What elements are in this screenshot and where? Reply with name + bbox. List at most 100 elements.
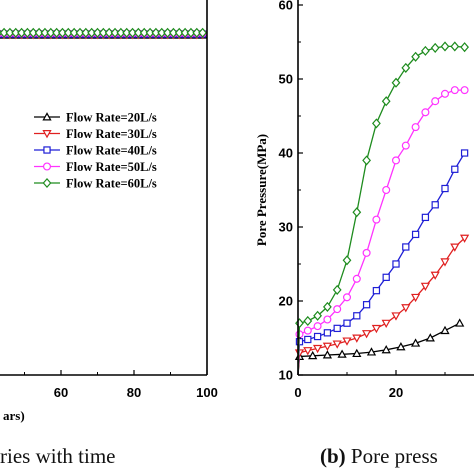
right-series-line bbox=[297, 89, 465, 376]
right-series-marker bbox=[323, 329, 332, 337]
right-series-marker bbox=[460, 86, 469, 95]
right-series-marker bbox=[342, 255, 352, 266]
right-series-marker bbox=[332, 340, 342, 349]
left-series-marker bbox=[87, 27, 97, 38]
legend-marker bbox=[42, 177, 52, 189]
right-series-marker bbox=[362, 248, 371, 257]
right-series-marker bbox=[304, 335, 312, 344]
right-series-marker bbox=[411, 230, 420, 239]
right-y-axis-label: Pore Pressure(MPa) bbox=[254, 134, 269, 246]
left-series-marker bbox=[81, 27, 91, 38]
right-series-marker bbox=[421, 45, 430, 56]
right-series-marker bbox=[381, 319, 391, 329]
right-series-marker bbox=[303, 326, 312, 335]
left-series-marker bbox=[122, 27, 132, 38]
right-series-marker bbox=[303, 315, 313, 327]
right-caption: (b) Pore press bbox=[320, 444, 438, 469]
left-series-marker bbox=[0, 27, 9, 38]
left-series-marker bbox=[69, 27, 79, 38]
left-series-marker bbox=[46, 27, 56, 38]
left-series-marker bbox=[192, 27, 202, 38]
left-series-marker bbox=[52, 27, 62, 38]
right-series-marker bbox=[303, 347, 313, 356]
left-series-marker bbox=[93, 27, 102, 38]
right-series-marker bbox=[343, 319, 351, 327]
right-series-marker bbox=[361, 330, 372, 339]
right-y-tick-label: 30 bbox=[279, 220, 293, 235]
right-series-marker bbox=[460, 149, 469, 157]
right-series-marker bbox=[333, 324, 341, 333]
left-panel: 60 80 100 ars) Flow Rate=20L/s Flow Rate=30L… bbox=[0, 0, 218, 423]
left-series-marker bbox=[34, 27, 44, 38]
left-caption: ries with time bbox=[0, 444, 116, 468]
right-series-marker bbox=[322, 342, 333, 351]
right-panel: 10 20 30 40 50 60 0 20 Pore Pressure(MPa) bbox=[254, 0, 474, 400]
right-series-marker bbox=[371, 324, 382, 334]
right-series-marker bbox=[431, 97, 440, 106]
right-series-marker bbox=[391, 312, 401, 321]
right-series-marker bbox=[460, 42, 469, 53]
right-y-tick-label: 20 bbox=[279, 294, 293, 309]
right-series-marker bbox=[441, 184, 449, 193]
right-series-marker bbox=[342, 293, 352, 302]
right-caption-text: Pore press bbox=[345, 444, 438, 468]
right-series-marker bbox=[392, 260, 400, 268]
right-series-marker bbox=[401, 141, 410, 150]
right-series-marker bbox=[313, 322, 322, 331]
right-series-marker bbox=[401, 304, 411, 313]
right-series-marker bbox=[440, 89, 450, 98]
right-series-marker bbox=[366, 347, 377, 356]
right-series-marker bbox=[352, 334, 362, 343]
right-series-marker bbox=[372, 215, 381, 224]
legend-marker bbox=[43, 146, 51, 154]
left-axes: 60 80 100 ars) bbox=[0, 0, 218, 423]
right-series-marker bbox=[450, 243, 460, 252]
left-series-marker bbox=[133, 27, 143, 38]
right-series-marker bbox=[440, 325, 450, 335]
left-x-tick-label: 80 bbox=[127, 385, 141, 400]
right-series-marker bbox=[323, 301, 332, 312]
right-y-tick-label: 40 bbox=[279, 146, 293, 161]
right-series-marker bbox=[440, 258, 450, 267]
right-series-marker bbox=[420, 282, 431, 292]
right-series-marker bbox=[382, 185, 391, 195]
left-series-marker bbox=[151, 27, 161, 38]
left-series-marker bbox=[180, 27, 190, 38]
right-series-marker bbox=[322, 350, 333, 359]
legend-marker bbox=[42, 112, 52, 121]
legend-marker bbox=[42, 130, 52, 139]
left-series-marker bbox=[174, 27, 184, 38]
right-series-marker bbox=[333, 305, 342, 314]
left-series-marker bbox=[104, 27, 114, 38]
legend-marker bbox=[42, 162, 52, 171]
right-y-tick-label: 50 bbox=[279, 72, 293, 87]
right-series-marker bbox=[391, 156, 401, 165]
right-series-marker bbox=[411, 51, 420, 62]
legend-label: Flow Rate=40L/s bbox=[66, 144, 157, 158]
right-series-marker bbox=[381, 96, 391, 107]
left-series-marker bbox=[98, 27, 108, 38]
right-series-marker bbox=[455, 318, 465, 327]
left-series-marker bbox=[58, 27, 67, 38]
right-series-marker bbox=[396, 342, 406, 351]
right-series-marker bbox=[401, 62, 411, 73]
left-series-marker bbox=[75, 27, 85, 38]
right-x-tick-label: 20 bbox=[389, 385, 403, 400]
right-series-marker bbox=[372, 286, 381, 295]
right-series-group bbox=[294, 41, 470, 376]
right-series-marker bbox=[425, 333, 435, 342]
left-legend: Flow Rate=20L/s Flow Rate=30L/s Flow Rate=… bbox=[34, 111, 157, 191]
left-series-marker bbox=[11, 27, 21, 38]
left-series-marker bbox=[128, 27, 137, 38]
right-series-marker bbox=[352, 348, 362, 358]
left-series-marker bbox=[17, 27, 26, 38]
right-caption-label: (b) bbox=[320, 444, 346, 468]
legend-label: Flow Rate=30L/s bbox=[66, 127, 157, 141]
right-series-marker bbox=[431, 201, 439, 209]
left-series-marker bbox=[145, 27, 155, 38]
right-series-marker bbox=[430, 271, 440, 280]
right-series-marker bbox=[451, 165, 459, 173]
left-series-marker bbox=[110, 27, 120, 38]
right-y-tick-label: 10 bbox=[279, 368, 293, 383]
